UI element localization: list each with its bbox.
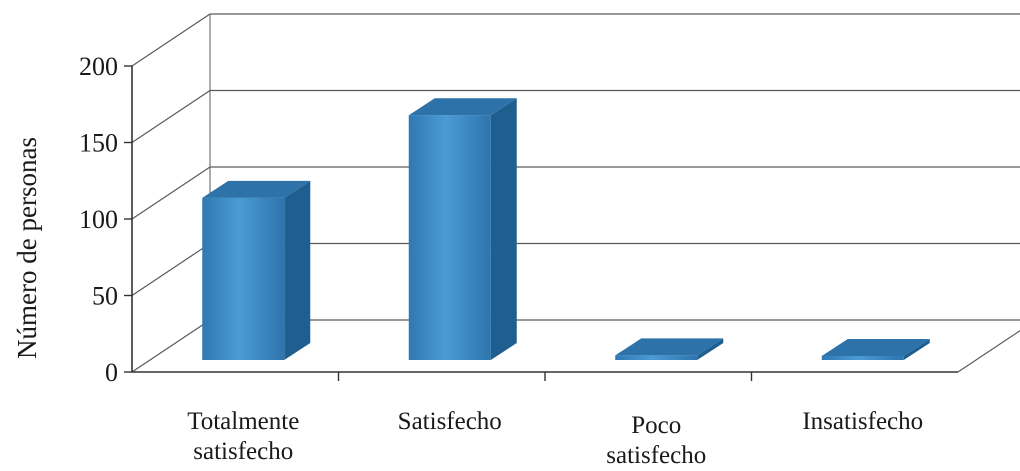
y-axis-label: Número de personas: [12, 137, 42, 359]
x-tick-label-line: Insatisfecho: [802, 408, 923, 435]
labels: 0 50 100 150 200 Totalmente satisfecho Satisfec…: [79, 52, 923, 469]
x-tick-label: Insatisfecho: [802, 408, 923, 435]
bar-front: [821, 356, 904, 360]
y-tick-label: 0: [105, 358, 118, 387]
bar-side: [490, 98, 517, 360]
x-tick-label: Poco satisfecho: [606, 412, 706, 469]
gridline-depth: [131, 166, 211, 220]
bars: [202, 98, 930, 360]
bar-top: [202, 180, 311, 198]
bar-top: [615, 338, 724, 356]
bar-top: [408, 98, 517, 116]
x-tick-label: Totalmente satisfecho: [187, 408, 299, 465]
gridline-depth: [131, 319, 211, 373]
bar-front: [408, 115, 491, 360]
bar: [408, 98, 517, 360]
bar: [615, 338, 724, 360]
y-tick-label: 150: [79, 129, 118, 158]
x-tick-label-line: satisfecho: [606, 442, 706, 469]
x-tick-label: Satisfecho: [398, 408, 502, 435]
gridline-depth: [131, 13, 211, 67]
y-tick-label: 100: [79, 205, 118, 234]
gridline-depth: [131, 90, 211, 143]
x-tick-label-line: Satisfecho: [398, 408, 502, 435]
axes: [124, 65, 958, 381]
bar: [202, 180, 311, 360]
bar-side: [903, 339, 930, 360]
x-tick-label-line: satisfecho: [193, 438, 293, 465]
floor-edge: [957, 329, 1020, 373]
bar-top: [821, 339, 930, 356]
bar-front: [615, 355, 698, 360]
bar-side: [284, 180, 311, 360]
bar-front: [202, 197, 285, 360]
x-tick-label-line: Totalmente: [187, 408, 299, 435]
y-tick-label: 50: [92, 282, 118, 311]
gridline-depth: [131, 243, 211, 296]
x-tick-label-line: Poco: [631, 412, 681, 439]
y-tick-label: 200: [79, 52, 118, 81]
bar-side: [697, 338, 724, 360]
bar: [821, 339, 930, 360]
gridlines: [131, 13, 1020, 373]
